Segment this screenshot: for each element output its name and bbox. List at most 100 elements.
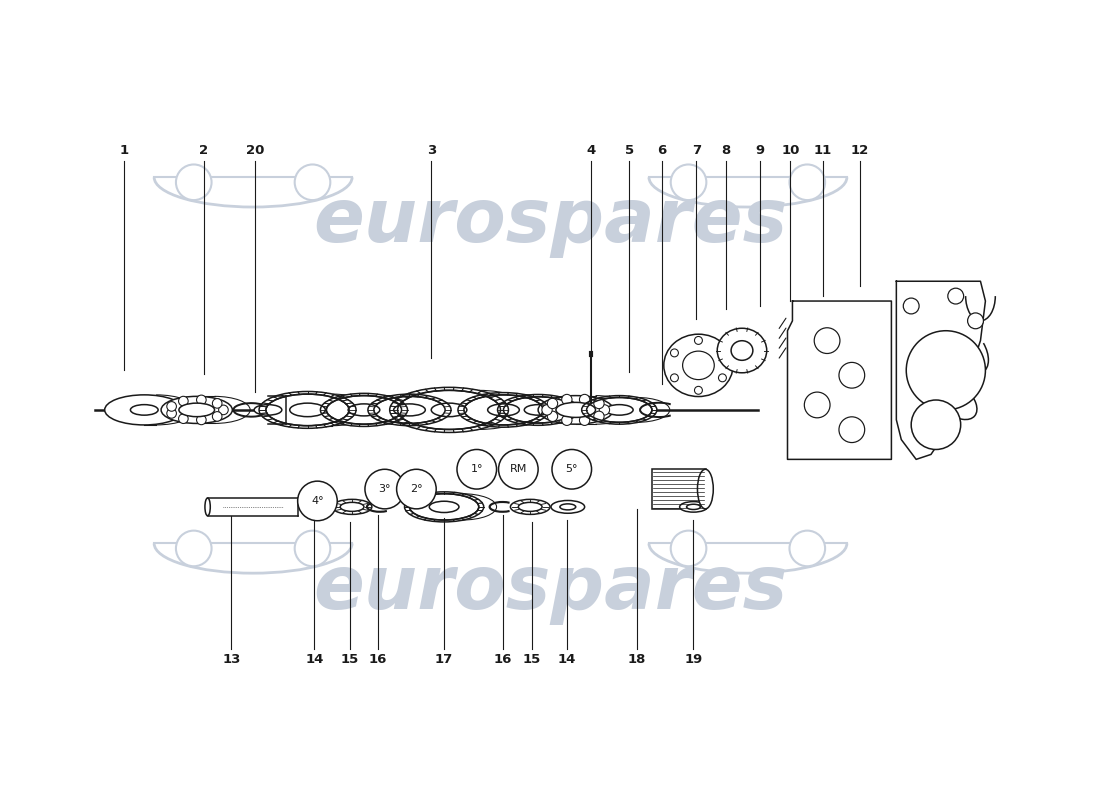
Text: eurospares: eurospares bbox=[312, 551, 788, 625]
Text: RM: RM bbox=[509, 464, 527, 474]
Ellipse shape bbox=[429, 502, 459, 513]
Ellipse shape bbox=[663, 334, 733, 397]
Circle shape bbox=[548, 398, 558, 409]
Circle shape bbox=[718, 374, 726, 382]
Ellipse shape bbox=[300, 501, 334, 514]
Circle shape bbox=[542, 405, 552, 415]
Circle shape bbox=[718, 349, 726, 357]
Text: 13: 13 bbox=[222, 653, 241, 666]
Ellipse shape bbox=[340, 502, 364, 511]
Text: 3°: 3° bbox=[378, 484, 390, 494]
Ellipse shape bbox=[389, 387, 508, 433]
Ellipse shape bbox=[582, 396, 657, 424]
Text: 15: 15 bbox=[524, 653, 541, 666]
Ellipse shape bbox=[551, 501, 584, 514]
Circle shape bbox=[804, 392, 830, 418]
Ellipse shape bbox=[332, 499, 372, 514]
Ellipse shape bbox=[205, 498, 210, 516]
Text: 3: 3 bbox=[427, 144, 436, 157]
Text: 6: 6 bbox=[657, 144, 667, 157]
Circle shape bbox=[552, 450, 592, 489]
Circle shape bbox=[790, 165, 825, 200]
Text: 14: 14 bbox=[306, 653, 323, 666]
Ellipse shape bbox=[104, 395, 184, 425]
Circle shape bbox=[176, 165, 211, 200]
Circle shape bbox=[671, 374, 679, 382]
Text: 12: 12 bbox=[850, 144, 869, 157]
Circle shape bbox=[903, 298, 920, 314]
Text: 17: 17 bbox=[434, 653, 453, 666]
Ellipse shape bbox=[497, 394, 579, 426]
Text: 16: 16 bbox=[368, 653, 387, 666]
Ellipse shape bbox=[320, 394, 407, 426]
Circle shape bbox=[600, 405, 609, 415]
Circle shape bbox=[456, 450, 496, 489]
Circle shape bbox=[594, 411, 604, 422]
Circle shape bbox=[397, 470, 437, 509]
Ellipse shape bbox=[556, 402, 595, 418]
Text: 5°: 5° bbox=[565, 464, 578, 474]
Text: eurospares: eurospares bbox=[312, 186, 788, 258]
Text: 5: 5 bbox=[625, 144, 634, 157]
Text: 10: 10 bbox=[781, 144, 800, 157]
Circle shape bbox=[814, 328, 840, 354]
Circle shape bbox=[839, 417, 865, 442]
Circle shape bbox=[295, 165, 330, 200]
Circle shape bbox=[498, 450, 538, 489]
Text: 15: 15 bbox=[341, 653, 360, 666]
Circle shape bbox=[968, 313, 983, 329]
Text: 11: 11 bbox=[814, 144, 833, 157]
Circle shape bbox=[212, 412, 222, 422]
Text: 8: 8 bbox=[722, 144, 730, 157]
Ellipse shape bbox=[487, 404, 519, 416]
Circle shape bbox=[911, 400, 960, 450]
Circle shape bbox=[594, 398, 604, 409]
Text: 7: 7 bbox=[692, 144, 701, 157]
Circle shape bbox=[178, 414, 188, 423]
Circle shape bbox=[562, 394, 572, 405]
Text: 1: 1 bbox=[120, 144, 129, 157]
Text: 2: 2 bbox=[199, 144, 208, 157]
Ellipse shape bbox=[367, 394, 451, 426]
Circle shape bbox=[671, 530, 706, 566]
Circle shape bbox=[167, 402, 176, 411]
Circle shape bbox=[212, 398, 222, 408]
Text: 16: 16 bbox=[493, 653, 512, 666]
Circle shape bbox=[197, 415, 206, 425]
Ellipse shape bbox=[179, 403, 214, 417]
Circle shape bbox=[176, 530, 211, 566]
Ellipse shape bbox=[260, 391, 356, 428]
Text: 14: 14 bbox=[558, 653, 576, 666]
Ellipse shape bbox=[510, 499, 550, 514]
Ellipse shape bbox=[394, 404, 426, 416]
Circle shape bbox=[219, 405, 228, 414]
Circle shape bbox=[948, 288, 964, 304]
Text: 4°: 4° bbox=[311, 496, 323, 506]
Circle shape bbox=[365, 470, 405, 509]
Circle shape bbox=[298, 481, 338, 521]
Text: 1°: 1° bbox=[471, 464, 483, 474]
Ellipse shape bbox=[560, 504, 575, 510]
Text: 18: 18 bbox=[628, 653, 647, 666]
Circle shape bbox=[906, 330, 986, 410]
Ellipse shape bbox=[686, 504, 701, 510]
Text: 4: 4 bbox=[586, 144, 595, 157]
Circle shape bbox=[839, 362, 865, 388]
Ellipse shape bbox=[525, 405, 552, 415]
Circle shape bbox=[580, 415, 590, 426]
Circle shape bbox=[671, 165, 706, 200]
Ellipse shape bbox=[348, 404, 380, 416]
Ellipse shape bbox=[518, 502, 542, 511]
Text: 2°: 2° bbox=[410, 484, 422, 494]
Ellipse shape bbox=[170, 400, 223, 420]
Ellipse shape bbox=[161, 396, 232, 423]
Circle shape bbox=[790, 530, 825, 566]
Ellipse shape bbox=[289, 403, 326, 417]
Circle shape bbox=[694, 386, 703, 394]
Circle shape bbox=[562, 415, 572, 426]
Circle shape bbox=[694, 337, 703, 344]
Bar bbox=[652, 470, 706, 509]
Circle shape bbox=[548, 411, 558, 422]
Ellipse shape bbox=[309, 504, 326, 510]
Circle shape bbox=[671, 349, 679, 357]
